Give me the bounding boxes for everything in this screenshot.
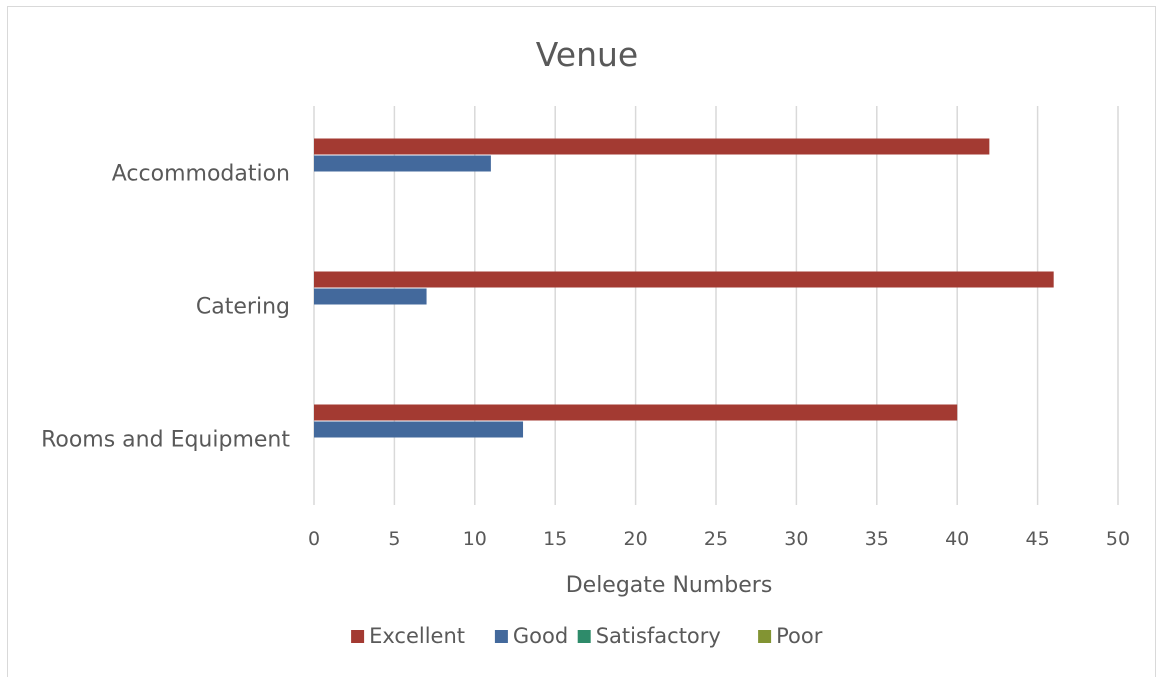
x-tick-label-40: 40 [945, 528, 969, 550]
chart-title: Venue [536, 35, 638, 74]
x-tick-label-35: 35 [865, 528, 889, 550]
legend-swatch-poor [758, 630, 772, 643]
legend-swatch-satisfactory [577, 630, 591, 643]
x-tick-label-15: 15 [543, 528, 567, 550]
x-tick-label-20: 20 [624, 528, 648, 550]
category-label-catering: Catering [196, 295, 290, 320]
bar-excellent-rooms-and-equipment [314, 404, 958, 421]
bar-excellent-accommodation [314, 138, 990, 155]
x-tick-label-0: 0 [308, 528, 320, 550]
legend-label-good: Good [513, 624, 568, 648]
legend: Excellent Good Satisfactory Poor [351, 624, 823, 648]
bar-good-rooms-and-equipment [314, 421, 524, 438]
bar-excellent-catering [314, 271, 1054, 288]
category-labels: Rooms and Equipment Catering Accommodation [41, 162, 290, 453]
x-tick-label-10: 10 [463, 528, 487, 550]
legend-label-poor: Poor [776, 624, 823, 648]
category-label-rooms-and-equipment: Rooms and Equipment [41, 428, 290, 453]
x-tick-label-45: 45 [1026, 528, 1050, 550]
x-tick-label-30: 30 [784, 528, 808, 550]
legend-label-satisfactory: Satisfactory [596, 624, 721, 648]
legend-label-excellent: Excellent [369, 624, 465, 648]
bars [314, 138, 1054, 438]
x-tick-label-50: 50 [1106, 528, 1130, 550]
bar-good-accommodation [314, 155, 491, 172]
legend-swatch-excellent [351, 630, 365, 643]
x-axis-title: Delegate Numbers [566, 573, 773, 598]
category-label-accommodation: Accommodation [112, 162, 290, 187]
x-tick-labels: 0 5 10 15 20 25 30 35 40 45 50 [308, 528, 1130, 550]
gridlines [313, 106, 1119, 505]
chart-area [7, 6, 1156, 677]
x-tick-label-25: 25 [704, 528, 728, 550]
x-tick-label-5: 5 [388, 528, 400, 550]
bar-good-catering [314, 288, 427, 305]
legend-swatch-good [494, 630, 508, 643]
